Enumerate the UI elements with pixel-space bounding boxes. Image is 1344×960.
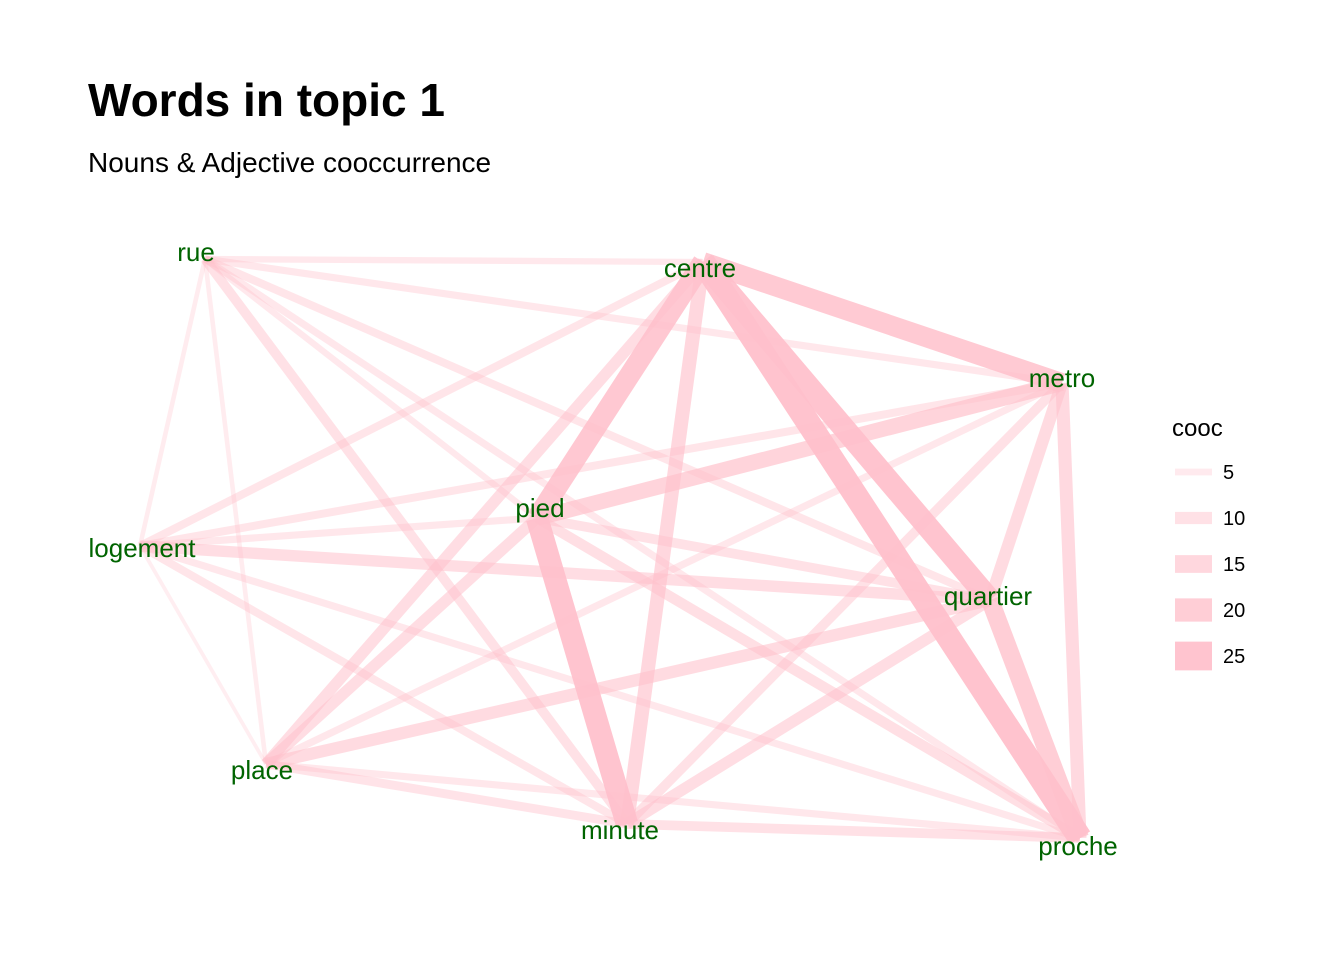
legend-label-5: 5 xyxy=(1223,462,1234,484)
edge-minute-metro xyxy=(623,379,1066,828)
edge-rue-centre xyxy=(204,255,704,266)
node-label-quartier: quartier xyxy=(944,581,1032,611)
node-label-centre: centre xyxy=(664,253,736,283)
chart-title: Words in topic 1 xyxy=(88,74,445,126)
edge-rue-pied xyxy=(203,256,539,521)
edge-centre-minute xyxy=(620,261,710,825)
edge-pied-metro xyxy=(535,375,1064,526)
edge-logement-centre xyxy=(138,258,705,550)
edge-place-minute xyxy=(265,759,628,829)
edge-place-centre xyxy=(261,258,708,768)
edge-centre-proche xyxy=(692,255,1091,845)
edge-centre-metro xyxy=(699,252,1066,393)
edge-minute-proche xyxy=(626,819,1081,843)
edge-place-pied xyxy=(262,513,541,769)
legend-label-15: 15 xyxy=(1223,554,1245,576)
node-label-logement: logement xyxy=(89,533,197,563)
edge-rue-logement xyxy=(137,258,208,547)
edge-rue-metro xyxy=(204,255,1063,387)
node-label-rue: rue xyxy=(177,237,215,267)
node-label-metro: metro xyxy=(1029,363,1095,393)
node-label-layer: rue centre metro pied logement quartier place m… xyxy=(89,237,1118,861)
chart-subtitle: Nouns & Adjective cooccurrence xyxy=(88,147,491,178)
node-label-proche: proche xyxy=(1038,831,1118,861)
edge-layer xyxy=(137,252,1091,845)
edge-logement-minute xyxy=(138,542,629,828)
edge-logement-quartier xyxy=(139,540,991,606)
edge-rue-proche xyxy=(203,256,1082,841)
edge-centre-pied xyxy=(528,256,712,524)
edge-rue-place xyxy=(202,258,269,765)
edge-minute-quartier xyxy=(624,595,993,829)
node-label-place: place xyxy=(231,755,293,785)
legend-label-10: 10 xyxy=(1223,508,1245,530)
edge-metro-quartier xyxy=(984,381,1068,602)
legend: cooc 5 10 15 20 25 xyxy=(1172,415,1245,671)
edge-place-quartier xyxy=(264,594,992,770)
legend-label-25: 25 xyxy=(1223,646,1245,668)
node-label-minute: minute xyxy=(581,815,659,845)
legend-label-20: 20 xyxy=(1223,600,1245,622)
node-label-pied: pied xyxy=(515,493,564,523)
edge-logement-metro xyxy=(139,379,1063,550)
legend-title: cooc xyxy=(1172,415,1223,442)
edge-logement-place xyxy=(138,545,268,765)
edge-pied-minute xyxy=(526,514,638,828)
edge-metro-proche xyxy=(1055,382,1087,839)
edge-rue-minute xyxy=(201,256,631,827)
